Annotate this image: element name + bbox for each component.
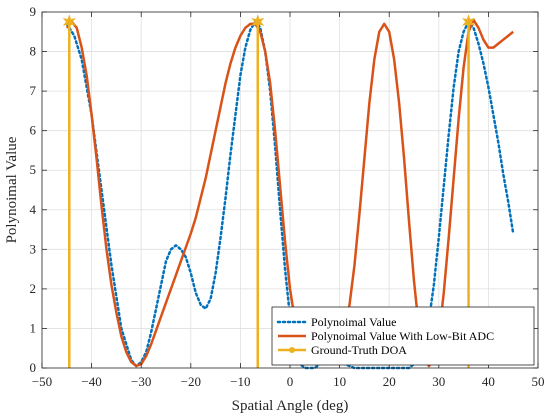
x-tick-label: −20 bbox=[181, 374, 201, 389]
legend: Polynoimal Value Polynoimal Value With L… bbox=[271, 306, 535, 366]
x-tick-label: −50 bbox=[32, 374, 52, 389]
y-tick-label: 7 bbox=[30, 83, 37, 98]
y-tick-label: 1 bbox=[30, 320, 37, 335]
legend-box bbox=[271, 306, 535, 366]
y-tick-label: 0 bbox=[30, 360, 37, 375]
x-tick-label: −40 bbox=[81, 374, 101, 389]
x-tick-label: 30 bbox=[432, 374, 445, 389]
x-tick-label: 50 bbox=[532, 374, 545, 389]
ground-truth-marker bbox=[62, 14, 77, 30]
y-axis-label: Polynoimal Value bbox=[4, 136, 20, 243]
x-tick-label: 10 bbox=[333, 374, 346, 389]
legend-label-low-bit-adc: Polynoimal Value With Low-Bit ADC bbox=[311, 329, 494, 343]
x-axis-label: Spatial Angle (deg) bbox=[232, 398, 349, 414]
y-tick-label: 2 bbox=[30, 281, 37, 296]
x-tick-label: 20 bbox=[383, 374, 396, 389]
axis-ticks: −50 −40 −30 −20 −10 0 10 20 30 40 50 0 1 2 3 4 5 6 7 8 9 bbox=[30, 4, 545, 389]
y-tick-label: 5 bbox=[30, 162, 37, 177]
x-tick-label: 0 bbox=[287, 374, 294, 389]
legend-marker-ground-truth bbox=[289, 347, 295, 353]
x-tick-label: 40 bbox=[482, 374, 495, 389]
y-tick-label: 8 bbox=[30, 44, 37, 59]
x-tick-label: −30 bbox=[131, 374, 151, 389]
legend-label-polynomial: Polynoimal Value bbox=[311, 315, 396, 329]
y-tick-label: 4 bbox=[30, 202, 37, 217]
series-line-polynomial bbox=[65, 20, 515, 370]
y-tick-label: 9 bbox=[30, 4, 37, 19]
legend-label-ground-truth: Ground-Truth DOA bbox=[311, 343, 407, 357]
ground-truth-marker bbox=[251, 14, 265, 30]
ground-truth-marker bbox=[461, 14, 476, 30]
x-tick-label: −10 bbox=[230, 374, 250, 389]
y-tick-label: 6 bbox=[30, 123, 37, 138]
y-tick-label: 3 bbox=[30, 241, 37, 256]
